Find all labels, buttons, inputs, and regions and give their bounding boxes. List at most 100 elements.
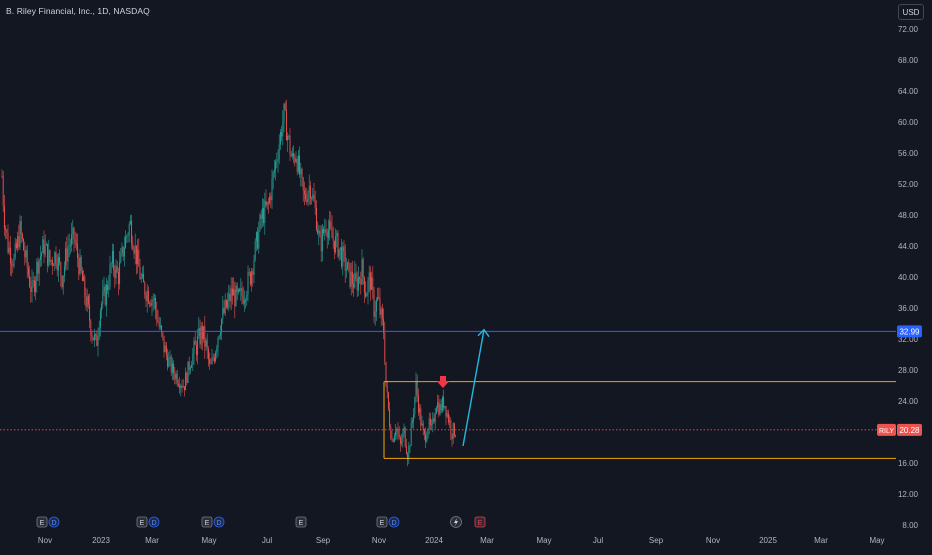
candle-body xyxy=(291,153,293,157)
candle-body xyxy=(408,446,410,460)
candle-body xyxy=(278,144,280,160)
price-axis[interactable]: 72.00 68.00 64.00 60.00 56.00 52.00 48.00 44.00… xyxy=(877,25,922,530)
price-tick-label: 24.00 xyxy=(898,397,919,406)
candle-body xyxy=(228,293,230,301)
candle-body xyxy=(378,297,380,299)
candle-body xyxy=(221,319,223,333)
candle-body xyxy=(139,266,141,280)
candle-body xyxy=(44,245,46,255)
candle-body xyxy=(390,426,392,439)
candle-body xyxy=(66,248,68,262)
candle-body xyxy=(31,280,33,292)
candle-body xyxy=(365,292,367,297)
time-tick-label: Nov xyxy=(38,536,52,545)
candle-body xyxy=(423,429,425,435)
candle-body xyxy=(43,239,45,255)
time-tick-label: Mar xyxy=(814,536,828,545)
earnings-icon[interactable] xyxy=(136,516,148,528)
dividend-icon[interactable] xyxy=(48,516,60,528)
candle-body xyxy=(240,288,242,291)
lightning-glyph xyxy=(454,518,458,526)
candle-body xyxy=(119,262,121,284)
candle-body xyxy=(251,271,253,285)
candle-body xyxy=(137,249,139,265)
candle-body xyxy=(165,345,167,356)
candle-body xyxy=(266,201,268,206)
earnings-icon[interactable] xyxy=(295,516,307,528)
candle-body xyxy=(243,300,245,304)
candle-body xyxy=(93,334,95,341)
time-axis[interactable]: Nov 2023 Mar May Jul Sep Nov 2024 Mar May Jul Sep No… xyxy=(38,536,885,545)
candle-body xyxy=(201,325,203,340)
time-tick-label: Jul xyxy=(593,536,603,545)
candle-body xyxy=(381,308,383,319)
dividend-icon[interactable] xyxy=(388,516,400,528)
candle-body xyxy=(213,358,215,362)
price-tick-label: 36.00 xyxy=(898,304,919,313)
candle-body xyxy=(99,310,101,328)
dividend-icon[interactable] xyxy=(148,516,160,528)
candle-body xyxy=(323,228,325,234)
candle-body xyxy=(321,228,323,252)
candle-body xyxy=(207,348,209,360)
candle-body xyxy=(235,285,237,307)
candle-body xyxy=(362,259,364,278)
candle-body xyxy=(117,272,119,284)
drawings[interactable] xyxy=(0,328,896,459)
candle-body xyxy=(37,261,39,274)
candle-body xyxy=(210,363,212,365)
earnings-icon[interactable] xyxy=(474,516,486,528)
candle-body xyxy=(437,402,439,409)
candle-body xyxy=(72,227,74,235)
candle-body xyxy=(63,266,65,276)
candle-body xyxy=(325,229,327,232)
candle-body xyxy=(9,247,11,264)
candle-body xyxy=(7,232,9,253)
earnings-icon[interactable] xyxy=(376,516,388,528)
candle-body xyxy=(429,418,431,425)
candle-body xyxy=(411,420,413,424)
candle-body xyxy=(187,361,189,383)
time-tick-label: May xyxy=(869,536,884,545)
currency-button[interactable]: USD xyxy=(898,4,924,20)
candle-body xyxy=(285,109,287,141)
projection-arrow[interactable] xyxy=(462,329,485,447)
horizontal-line-label-bg xyxy=(897,325,922,338)
time-tick-label: May xyxy=(201,536,216,545)
price-tick-label: 72.00 xyxy=(898,25,919,34)
dividend-icon[interactable] xyxy=(213,516,225,528)
earnings-icon-glyph: E xyxy=(478,520,483,527)
candle-body xyxy=(103,286,105,292)
candle-body xyxy=(319,230,321,237)
candle-body xyxy=(279,132,281,145)
candle-body xyxy=(128,224,130,236)
candle-body xyxy=(159,325,161,328)
candle-body xyxy=(152,299,154,301)
candle-body xyxy=(415,380,417,398)
candle-body xyxy=(174,373,176,380)
candle-body xyxy=(383,318,385,334)
candle-body xyxy=(389,408,391,427)
candle-body xyxy=(189,367,191,371)
candle-body xyxy=(276,161,278,163)
earnings-icon[interactable] xyxy=(36,516,48,528)
projection-arrow-head[interactable] xyxy=(477,328,490,338)
earnings-icon[interactable] xyxy=(201,516,213,528)
candle-body xyxy=(230,288,232,302)
candle-body xyxy=(180,385,182,389)
candle-body xyxy=(367,280,369,295)
candle-body xyxy=(223,307,225,314)
candle-body xyxy=(11,263,13,265)
candle-body xyxy=(173,363,175,374)
down-arrow-signal[interactable] xyxy=(436,376,450,388)
candle-body xyxy=(134,245,136,254)
candle-body xyxy=(175,373,177,380)
candle-body xyxy=(12,264,14,267)
symbol-label: RILY xyxy=(879,428,894,435)
candle-body xyxy=(252,271,254,275)
candle-body xyxy=(78,258,80,275)
candle-body xyxy=(89,304,91,321)
